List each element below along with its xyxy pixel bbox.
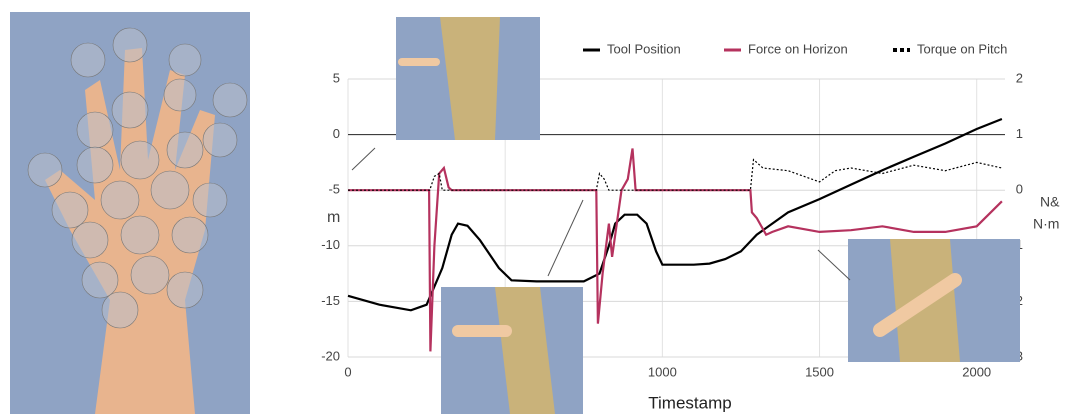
y-tick-label: -5: [328, 182, 340, 197]
legend-label: Tool Position: [607, 41, 681, 56]
x-axis-label: Timestamp: [648, 393, 731, 412]
x-tick-label: 1500: [805, 364, 834, 379]
y-tick-label: 0: [333, 126, 340, 141]
y2-tick-label: 1: [1016, 126, 1023, 141]
chart: 0500100015002000-20-15-10-505-3-2-1012 m…: [0, 0, 1078, 414]
y-tick-label: -10: [321, 237, 340, 252]
legend-label: Force on Horizon: [748, 41, 848, 56]
y-tick-label: -15: [321, 293, 340, 308]
x-tick-label: 0: [344, 364, 351, 379]
y-tick-label: 5: [333, 70, 340, 85]
y-tick-label: -20: [321, 348, 340, 363]
y-axis-label: m: [327, 209, 340, 226]
y2-axis-label: N·m: [1033, 216, 1059, 232]
legend-label: Torque on Pitch: [917, 41, 1007, 56]
x-tick-label: 1000: [648, 364, 677, 379]
y2-axis-label: N&: [1040, 194, 1060, 210]
x-tick-label: 2000: [962, 364, 991, 379]
hand-panel: [10, 12, 250, 414]
inset-images: [352, 17, 1020, 414]
y2-tick-label: 2: [1016, 70, 1023, 85]
y2-tick-label: 0: [1016, 182, 1023, 197]
